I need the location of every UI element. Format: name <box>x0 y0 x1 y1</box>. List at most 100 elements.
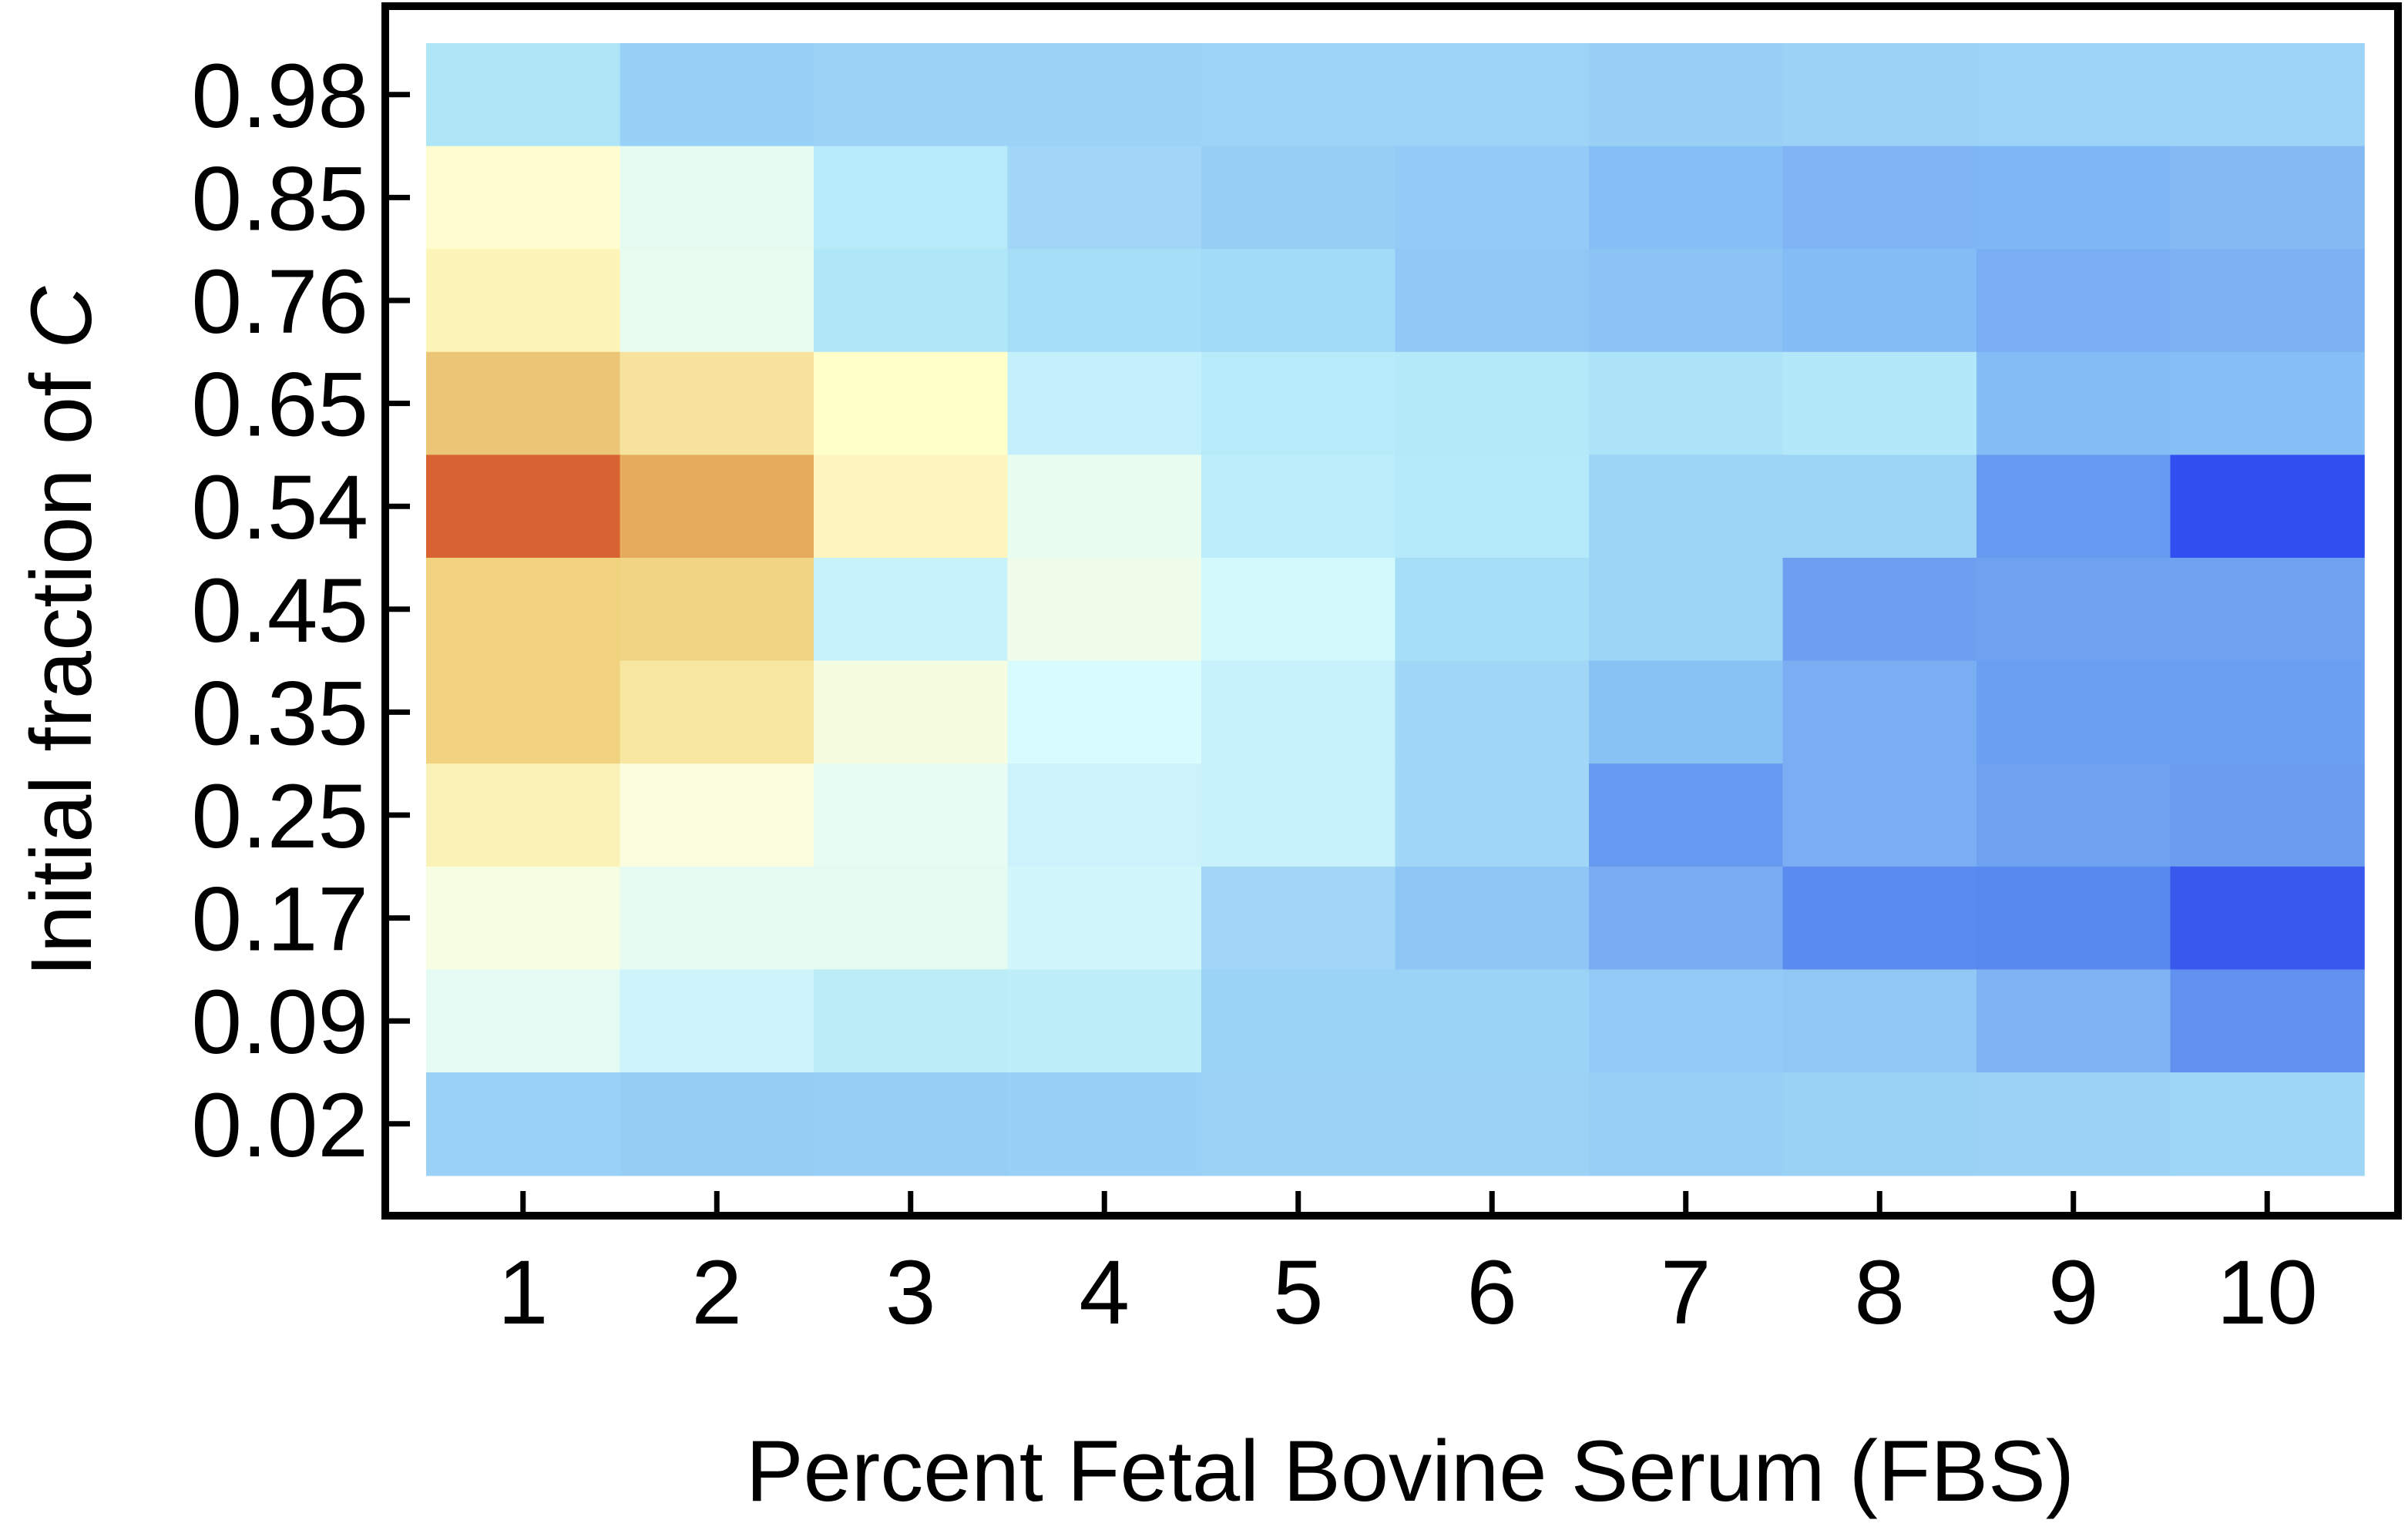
heatmap-cell-0.17-5 <box>1201 866 1396 971</box>
heatmap-cell-0.65-1 <box>426 351 621 456</box>
heatmap-cell-0.02-9 <box>1976 1072 2171 1176</box>
x-tick-label: 5 <box>1273 1242 1324 1344</box>
heatmap-cell-0.85-9 <box>1976 146 2171 250</box>
heatmap-cell-0.65-3 <box>814 351 1009 456</box>
y-axis-title: Initial fraction of C <box>13 286 109 978</box>
heatmap-cell-0.54-7 <box>1589 455 1784 559</box>
heatmap-cell-0.98-6 <box>1395 43 1590 147</box>
x-axis-title: Percent Fetal Bovine Serum (FBS) <box>746 1423 2074 1519</box>
y-tick-label: 0.35 <box>191 663 368 764</box>
y-tick-label: 0.17 <box>191 869 368 971</box>
heatmap-cell-0.35-7 <box>1589 660 1784 764</box>
heatmap-cell-0.09-10 <box>2170 969 2365 1073</box>
heatmap-cell-0.09-2 <box>620 969 814 1073</box>
heatmap-cell-0.02-6 <box>1395 1072 1590 1176</box>
heatmap-cell-0.17-4 <box>1007 866 1202 971</box>
y-tick-label: 0.09 <box>191 971 368 1073</box>
heatmap-cell-0.17-3 <box>814 866 1009 971</box>
heatmap-cell-0.02-7 <box>1589 1072 1784 1176</box>
heatmap-cell-0.65-8 <box>1782 351 1977 456</box>
y-tick-label: 0.98 <box>191 45 368 147</box>
heatmap-cell-0.25-9 <box>1976 763 2171 867</box>
heatmap-cell-0.25-8 <box>1782 763 1977 867</box>
heatmap-cell-0.98-3 <box>814 43 1009 147</box>
x-tick-label: 2 <box>691 1242 742 1344</box>
y-axis-title-prefix: Initial fraction of <box>13 349 109 978</box>
heatmap-cell-0.25-2 <box>620 763 814 867</box>
heatmap-cell-0.25-3 <box>814 763 1009 867</box>
heatmap-cell-0.17-8 <box>1782 866 1977 971</box>
heatmap-cell-0.54-4 <box>1007 455 1202 559</box>
heatmap-cell-0.09-1 <box>426 969 621 1073</box>
heatmap-cell-0.45-3 <box>814 558 1009 662</box>
heatmap-cell-0.25-7 <box>1589 763 1784 867</box>
heatmap-cell-0.76-2 <box>620 249 814 353</box>
y-axis-ticks: 0.980.850.760.650.540.450.350.250.170.09… <box>191 45 410 1176</box>
heatmap-cell-0.45-10 <box>2170 558 2365 662</box>
heatmap-cell-0.45-8 <box>1782 558 1977 662</box>
heatmap-cell-0.09-4 <box>1007 969 1202 1073</box>
heatmap-cell-0.02-1 <box>426 1072 621 1176</box>
heatmap-cell-0.09-8 <box>1782 969 1977 1073</box>
heatmap-cell-0.25-4 <box>1007 763 1202 867</box>
heatmap-cell-0.17-9 <box>1976 866 2171 971</box>
heatmap-cell-0.98-2 <box>620 43 814 147</box>
heatmap-cell-0.54-3 <box>814 455 1009 559</box>
heatmap-cell-0.98-10 <box>2170 43 2365 147</box>
heatmap-cell-0.25-6 <box>1395 763 1590 867</box>
heatmap-cell-0.35-3 <box>814 660 1009 764</box>
heatmap-cell-0.35-9 <box>1976 660 2171 764</box>
heatmap-cell-0.45-6 <box>1395 558 1590 662</box>
heatmap-cell-0.65-7 <box>1589 351 1784 456</box>
heatmap-cell-0.65-5 <box>1201 351 1396 456</box>
heatmap-cell-0.02-5 <box>1201 1072 1396 1176</box>
heatmap-cell-0.65-2 <box>620 351 814 456</box>
heatmap-cell-0.02-4 <box>1007 1072 1202 1176</box>
heatmap-cell-0.02-3 <box>814 1072 1009 1176</box>
heatmap-cell-0.17-1 <box>426 866 621 971</box>
heatmap-cell-0.98-9 <box>1976 43 2171 147</box>
heatmap-cell-0.02-2 <box>620 1072 814 1176</box>
heatmap-cell-0.09-9 <box>1976 969 2171 1073</box>
heatmap-cell-0.76-7 <box>1589 249 1784 353</box>
heatmap-cell-0.85-4 <box>1007 146 1202 250</box>
heatmap-cell-0.02-10 <box>2170 1072 2365 1176</box>
heatmap-cell-0.54-8 <box>1782 455 1977 559</box>
heatmap-cell-0.65-10 <box>2170 351 2365 456</box>
heatmap-cell-0.98-1 <box>426 43 621 147</box>
heatmap-cell-0.45-9 <box>1976 558 2171 662</box>
heatmap-cell-0.09-3 <box>814 969 1009 1073</box>
x-tick-label: 4 <box>1079 1242 1130 1344</box>
heatmap-cell-0.76-3 <box>814 249 1009 353</box>
heatmap-cell-0.85-7 <box>1589 146 1784 250</box>
heatmap-cell-0.76-10 <box>2170 249 2365 353</box>
heatmap-cell-0.76-4 <box>1007 249 1202 353</box>
heatmap-cell-0.45-5 <box>1201 558 1396 662</box>
heatmap-cell-0.85-10 <box>2170 146 2365 250</box>
heatmap-cell-0.76-6 <box>1395 249 1590 353</box>
y-tick-label: 0.85 <box>191 148 368 250</box>
y-tick-label: 0.65 <box>191 354 368 456</box>
heatmap-cell-0.98-5 <box>1201 43 1396 147</box>
x-tick-label: 8 <box>1854 1242 1905 1344</box>
heatmap-cell-0.85-5 <box>1201 146 1396 250</box>
x-tick-label: 1 <box>498 1242 549 1344</box>
heatmap-cell-0.35-8 <box>1782 660 1977 764</box>
heatmap-cell-0.85-6 <box>1395 146 1590 250</box>
y-tick-label: 0.54 <box>191 457 368 559</box>
heatmap-cell-0.17-2 <box>620 866 814 971</box>
heatmap-cell-0.09-5 <box>1201 969 1396 1073</box>
heatmap-cell-0.25-1 <box>426 763 621 867</box>
y-tick-label: 0.45 <box>191 560 368 662</box>
x-axis-ticks: 1 2 3 4 5 6 7 8 9 10 <box>498 1191 2318 1344</box>
plot-frame <box>381 2 2402 1220</box>
heatmap-cell-0.54-10 <box>2170 455 2365 559</box>
heatmap-cell-0.54-2 <box>620 455 814 559</box>
heatmap-cell-0.98-4 <box>1007 43 1202 147</box>
heatmap-cell-0.76-5 <box>1201 249 1396 353</box>
heatmap-cell-0.54-1 <box>426 455 621 559</box>
heatmap-cell-0.35-10 <box>2170 660 2365 764</box>
heatmap-cell-0.17-6 <box>1395 866 1590 971</box>
heatmap-cell-0.25-5 <box>1201 763 1396 867</box>
heatmap-cell-0.09-7 <box>1589 969 1784 1073</box>
